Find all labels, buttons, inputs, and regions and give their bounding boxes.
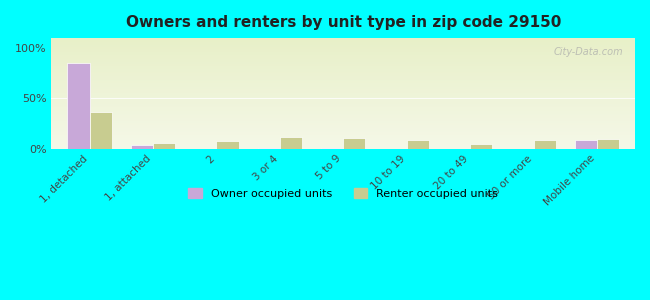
Bar [280, 137, 302, 148]
Title: Owners and renters by unit type in zip code 29150: Owners and renters by unit type in zip c… [125, 15, 561, 30]
Legend: Owner occupied units, Renter occupied units: Owner occupied units, Renter occupied un… [184, 184, 502, 204]
Bar [90, 112, 112, 148]
Text: City-Data.com: City-Data.com [554, 47, 623, 57]
Bar [534, 140, 556, 148]
Bar [153, 143, 175, 148]
Bar [343, 139, 365, 148]
Bar [470, 145, 492, 148]
Bar [575, 140, 597, 148]
Bar [68, 63, 90, 148]
Bar [216, 142, 239, 148]
Bar [131, 146, 153, 148]
Bar [407, 140, 429, 148]
Bar [597, 140, 619, 148]
